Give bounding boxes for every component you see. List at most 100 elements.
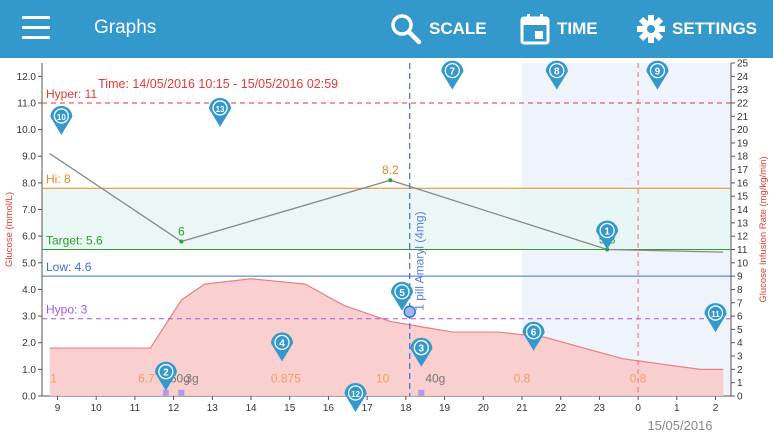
left-tick-label: 8.0: [22, 178, 36, 189]
marker-pin-shape: [545, 60, 568, 90]
marker-pin-ring: [212, 100, 228, 116]
marker-pin[interactable]: 7: [441, 60, 464, 90]
left-axis-title: Glucose (mmol/L): [4, 192, 15, 267]
marker-pin[interactable]: 9: [646, 60, 669, 90]
marker-pin[interactable]: 12: [344, 382, 367, 412]
marker-number: 4: [279, 338, 285, 349]
threshold-label: Hi: 8: [46, 172, 71, 186]
carb-marker: [162, 389, 169, 396]
marker-pin-shape: [704, 303, 727, 333]
date-label: 15/05/2016: [647, 418, 712, 433]
x-tick-label: 16: [323, 403, 335, 414]
x-tick-label: 9: [55, 403, 61, 414]
x-tick-label: 13: [207, 403, 219, 414]
infusion-value-label: 6.7: [138, 372, 155, 386]
left-tick-label: 0.0: [22, 392, 36, 403]
marker-pin-ring: [158, 364, 174, 380]
right-tick-label: 8: [737, 285, 743, 296]
carb-marker: [178, 389, 185, 396]
marker-pin-shape: [646, 60, 669, 90]
marker-pin-shape: [390, 281, 413, 311]
marker-pin-shape: [522, 321, 545, 351]
glucose-point: [388, 178, 393, 183]
infusion-value-label: 0.8: [514, 372, 531, 386]
menu-icon[interactable]: [22, 16, 50, 40]
right-tick-label: 11: [737, 245, 748, 256]
left-tick-label: 12.0: [17, 72, 37, 83]
time-button[interactable]: TIME: [520, 10, 598, 48]
glucose-point: [179, 239, 184, 244]
right-tick-label: 15: [737, 192, 749, 203]
marker-number: 2: [163, 368, 169, 379]
search-icon: [391, 14, 422, 45]
infusion-value-label: 0.8: [630, 372, 647, 386]
marker-pin[interactable]: 11: [704, 303, 727, 333]
marker-number: 6: [531, 328, 537, 339]
marker-pin-ring: [53, 108, 70, 124]
marker-pin[interactable]: 1: [596, 220, 619, 250]
x-tick-label: 18: [400, 403, 412, 414]
x-tick-label: 1: [674, 403, 680, 414]
marker-pin-shape: [50, 105, 73, 135]
right-tick-label: 23: [737, 85, 749, 96]
scale-button[interactable]: SCALE: [390, 10, 487, 48]
marker-number: 11: [711, 310, 720, 319]
carb-marker: [418, 389, 425, 396]
right-tick-label: 3: [737, 352, 743, 363]
glucose-point-label: 6: [178, 224, 185, 238]
marker-pin-ring: [707, 305, 724, 321]
glucose-chart[interactable]: 0.01.02.03.04.05.06.07.08.09.010.011.012…: [0, 58, 773, 435]
marker-pin[interactable]: 10: [50, 105, 73, 135]
marker-number: 7: [450, 67, 456, 78]
marker-pin[interactable]: 4: [270, 332, 293, 362]
left-tick-label: 1.0: [22, 365, 36, 376]
marker-pin[interactable]: 2: [154, 361, 177, 391]
marker-pin[interactable]: 5: [390, 281, 413, 311]
marker-pin-ring: [347, 385, 364, 401]
marker-number: 1: [604, 226, 610, 237]
marker-pin[interactable]: 13: [209, 97, 232, 127]
right-axis-title: Glucose Infusion Rate (mg/kg/min): [758, 156, 769, 302]
infusion-value-label: 10: [376, 372, 390, 386]
carb-label: 40g: [425, 372, 445, 386]
left-tick-label: 9.0: [22, 152, 36, 163]
x-tick-label: 17: [362, 403, 374, 414]
x-tick-label: 11: [130, 403, 141, 414]
left-tick-label: 7.0: [22, 205, 36, 216]
marker-pin-shape: [344, 382, 367, 412]
right-tick-label: 22: [737, 98, 749, 109]
right-tick-label: 2: [737, 365, 743, 376]
settings-label: SETTINGS: [672, 19, 758, 38]
marker-pin-ring: [444, 62, 460, 79]
right-tick-label: 18: [737, 152, 749, 163]
right-tick-label: 5: [737, 325, 743, 336]
marker-pin-shape: [441, 60, 464, 90]
infusion-area: [49, 278, 724, 396]
x-tick-label: 12: [168, 403, 180, 414]
threshold-label: Target: 5.6: [46, 233, 103, 247]
settings-button[interactable]: SETTINGS: [637, 10, 757, 48]
infusion-value-label: 0.875: [271, 372, 301, 386]
right-tick-label: 1: [737, 378, 743, 389]
marker-pin[interactable]: 8: [545, 60, 568, 90]
marker-pin[interactable]: 3: [410, 337, 433, 367]
left-tick-label: 10.0: [17, 125, 37, 136]
right-tick-label: 21: [737, 112, 749, 123]
marker-number: 9: [655, 67, 661, 78]
threshold-label: Hypo: 3: [46, 303, 88, 317]
left-tick-label: 6.0: [22, 232, 36, 243]
right-tick-label: 25: [737, 59, 749, 70]
right-tick-label: 12: [737, 232, 749, 243]
marker-pin-shape: [154, 361, 177, 391]
left-tick-label: 11.0: [17, 98, 36, 109]
left-tick-label: 2.0: [22, 338, 36, 349]
event-dot: [403, 305, 416, 319]
marker-pin[interactable]: 6: [522, 321, 545, 351]
marker-pin-shape: [410, 337, 433, 367]
scale-label: SCALE: [429, 19, 487, 38]
left-tick-label: 5.0: [22, 258, 36, 269]
x-tick-label: 14: [245, 403, 257, 414]
x-tick-label: 19: [439, 403, 451, 414]
x-tick-label: 15: [284, 403, 296, 414]
x-tick-label: 0: [635, 403, 641, 414]
